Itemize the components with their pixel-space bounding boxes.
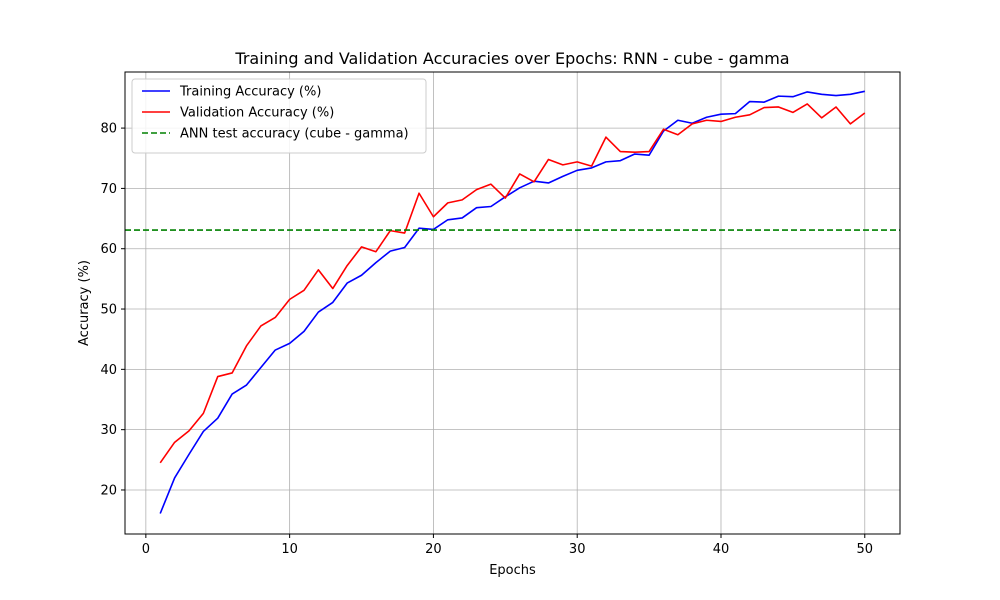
legend-box [131,78,427,154]
legend-label: Training Accuracy (%) [179,85,321,100]
legend-label: Validation Accuracy (%) [180,106,334,121]
y-tick-label: 80 [100,122,117,137]
x-tick-label: 10 [281,542,298,557]
y-axis-label: Accuracy (%) [77,260,92,346]
axis-ticks: 0 10 20 30 40 50 20 30 40 50 60 70 80 [100,122,873,557]
y-tick-label: 50 [100,303,117,318]
x-tick-label: 0 [142,542,150,557]
x-axis-label: Epochs [489,563,536,578]
y-tick-label: 60 [100,242,117,257]
chart-title: Training and Validation Accuracies over … [234,49,789,68]
series-layer [125,90,900,514]
legend: Training Accuracy (%) Validation Accuracy… [131,78,427,154]
y-tick-label: 30 [100,423,117,438]
plot-frame [124,71,901,535]
y-tick-label: 20 [100,483,117,498]
y-tick-label: 70 [100,182,117,197]
x-tick-label: 30 [569,542,586,557]
legend-label: ANN test accuracy (cube - gamma) [180,127,409,142]
series-line-0 [159,90,865,514]
grid [125,72,900,534]
x-tick-label: 20 [425,542,442,557]
series-line-1 [159,103,866,464]
y-tick-label: 40 [100,363,117,378]
x-tick-label: 50 [856,542,873,557]
x-tick-label: 40 [713,542,730,557]
